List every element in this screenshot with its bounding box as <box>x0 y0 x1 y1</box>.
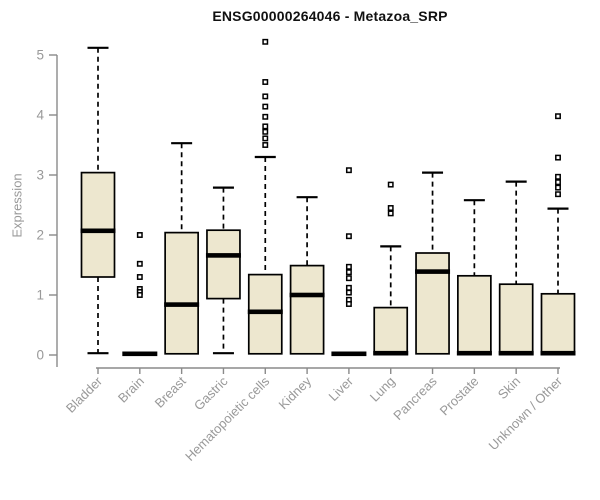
y-tick-label: 3 <box>36 168 44 183</box>
outlier-point <box>387 210 394 217</box>
category-label: Prostate <box>437 374 482 419</box>
median-line <box>289 292 325 298</box>
box <box>457 274 492 355</box>
outlier-point <box>262 135 269 142</box>
box <box>540 292 576 355</box>
outlier-point <box>345 233 352 240</box>
outlier-point <box>345 275 352 282</box>
median-line <box>373 350 409 356</box>
category-label: Brain <box>115 374 147 406</box>
box <box>373 306 409 355</box>
y-tick-label: 0 <box>36 348 44 363</box>
box <box>164 231 199 355</box>
outlier-point <box>262 38 269 45</box>
outlier-point <box>555 154 561 161</box>
median-line <box>456 350 492 356</box>
box <box>415 252 450 355</box>
outlier-point <box>262 128 269 135</box>
outlier-point <box>555 184 561 191</box>
category-label: Gastric <box>191 373 231 413</box>
outlier-point <box>136 260 143 267</box>
outlier-point <box>345 284 352 291</box>
outlier-point <box>555 173 561 180</box>
median-line <box>80 228 116 234</box>
outlier-point <box>262 113 269 120</box>
outlier-point <box>262 142 269 148</box>
outlier-point <box>345 289 352 296</box>
category-label: Breast <box>152 373 189 410</box>
outlier-point <box>262 79 269 85</box>
box <box>80 171 116 278</box>
outlier-point <box>345 167 352 174</box>
box <box>206 229 241 300</box>
box <box>498 283 534 355</box>
y-tick-label: 1 <box>36 288 44 303</box>
y-tick-label: 2 <box>36 228 44 243</box>
category-label: Skin <box>495 374 523 402</box>
chart-title: ENSG00000264046 - Metazoa_SRP <box>212 8 448 24</box>
median-line <box>164 302 200 307</box>
outlier-point <box>387 205 394 211</box>
outlier-point <box>345 263 352 270</box>
y-tick-label: 5 <box>36 48 44 63</box>
box <box>289 264 325 355</box>
outlier-point <box>136 232 143 238</box>
category-label: Liver <box>325 373 356 404</box>
category-label: Unknown / Other <box>486 373 566 453</box>
y-tick-label: 4 <box>36 108 44 123</box>
median-line <box>122 351 158 357</box>
outlier-point <box>262 123 269 130</box>
outlier-point <box>262 103 269 110</box>
median-line <box>205 253 241 258</box>
outlier-point <box>555 113 561 120</box>
outlier-point <box>262 93 269 100</box>
median-line <box>498 350 534 356</box>
category-label: Pancreas <box>390 373 440 423</box>
outlier-point <box>136 274 143 280</box>
median-line <box>415 269 451 274</box>
category-label: Lung <box>367 374 398 405</box>
outlier-point <box>387 181 394 188</box>
median-line <box>247 309 283 315</box>
median-line <box>540 350 576 356</box>
outlier-point <box>345 301 352 307</box>
outlier-point <box>136 292 143 298</box>
category-label: Kidney <box>275 373 314 412</box>
outlier-point <box>555 191 561 198</box>
category-label: Bladder <box>63 373 106 416</box>
outlier-point <box>345 269 352 276</box>
outlier-point <box>555 179 561 186</box>
median-line <box>331 351 367 357</box>
box <box>247 273 283 355</box>
